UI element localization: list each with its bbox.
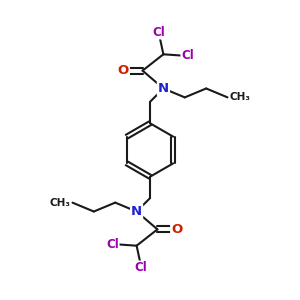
Text: O: O [171, 223, 182, 236]
Text: O: O [118, 64, 129, 77]
Text: N: N [158, 82, 169, 95]
Text: Cl: Cl [135, 262, 148, 275]
Text: Cl: Cl [182, 49, 194, 62]
Text: CH₃: CH₃ [230, 92, 250, 102]
Text: Cl: Cl [106, 238, 118, 251]
Text: Cl: Cl [152, 26, 165, 38]
Text: N: N [131, 205, 142, 218]
Text: CH₃: CH₃ [50, 198, 70, 208]
